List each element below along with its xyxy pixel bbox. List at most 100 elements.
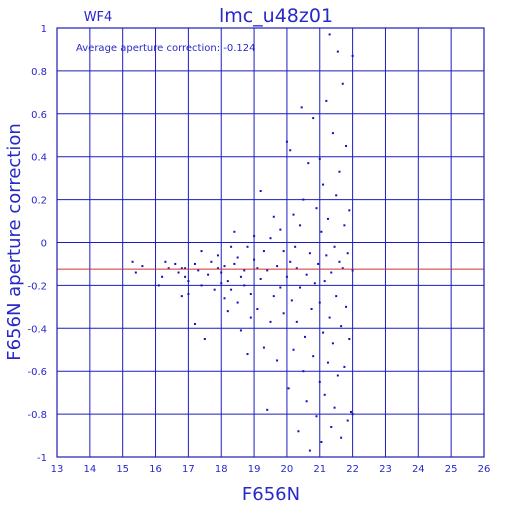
data-point bbox=[326, 361, 329, 364]
data-point bbox=[322, 331, 325, 334]
data-point bbox=[276, 265, 279, 268]
data-point bbox=[282, 250, 285, 253]
data-point bbox=[302, 198, 305, 201]
y-tick-label: -0.8 bbox=[27, 410, 47, 421]
data-point bbox=[351, 54, 354, 57]
data-point bbox=[167, 267, 170, 270]
corner-label: WF4 bbox=[84, 10, 113, 25]
data-point bbox=[289, 260, 292, 263]
data-point bbox=[226, 280, 229, 283]
data-point bbox=[184, 267, 187, 270]
data-point bbox=[223, 297, 226, 300]
data-point bbox=[305, 400, 308, 403]
data-point bbox=[346, 419, 349, 422]
data-point bbox=[338, 170, 341, 173]
data-point bbox=[335, 295, 338, 298]
data-point bbox=[157, 284, 160, 287]
data-point bbox=[203, 338, 206, 341]
data-point bbox=[320, 440, 323, 443]
data-point bbox=[318, 157, 321, 160]
data-point bbox=[318, 301, 321, 304]
data-point bbox=[230, 245, 233, 248]
data-point bbox=[333, 406, 336, 409]
data-point bbox=[307, 162, 310, 165]
data-point bbox=[292, 348, 295, 351]
data-point bbox=[256, 267, 259, 270]
data-point bbox=[340, 436, 343, 439]
data-point bbox=[253, 258, 256, 261]
y-tick-labels: -1 -0.8 -0.6 -0.4 -0.2 0 0.2 0.4 0.6 0.8 1 bbox=[27, 24, 47, 464]
data-point bbox=[310, 307, 313, 310]
data-point bbox=[326, 217, 329, 220]
data-point bbox=[292, 213, 295, 216]
y-tick-label: -0.4 bbox=[27, 324, 47, 335]
data-point bbox=[216, 267, 219, 270]
data-point bbox=[330, 425, 333, 428]
data-point bbox=[336, 50, 339, 53]
data-point bbox=[308, 449, 311, 452]
x-tick-label: 17 bbox=[182, 464, 195, 475]
data-points bbox=[131, 33, 354, 452]
data-point bbox=[315, 207, 318, 210]
data-point bbox=[328, 33, 331, 36]
data-point bbox=[299, 224, 302, 227]
data-point bbox=[259, 190, 262, 193]
data-point bbox=[210, 260, 213, 263]
data-point bbox=[266, 408, 269, 411]
x-tick-label: 16 bbox=[149, 464, 162, 475]
data-point bbox=[213, 288, 216, 291]
y-tick-label: 1 bbox=[41, 24, 47, 35]
data-point bbox=[302, 370, 305, 373]
data-point bbox=[230, 288, 233, 291]
data-point bbox=[343, 224, 346, 227]
y-tick-label: 0.6 bbox=[31, 110, 47, 121]
x-tick-label: 22 bbox=[346, 464, 359, 475]
data-point bbox=[216, 254, 219, 257]
data-point bbox=[308, 252, 311, 255]
data-point bbox=[322, 183, 325, 186]
data-point bbox=[345, 305, 348, 308]
data-point bbox=[300, 106, 303, 109]
data-point bbox=[161, 275, 164, 278]
data-point bbox=[220, 282, 223, 285]
y-tick-label: 0.4 bbox=[31, 153, 47, 164]
data-point bbox=[348, 209, 351, 212]
x-tick-label: 13 bbox=[51, 464, 64, 475]
data-point bbox=[282, 312, 285, 315]
data-point bbox=[193, 262, 196, 265]
data-point bbox=[325, 254, 328, 257]
data-point bbox=[187, 292, 190, 295]
data-point bbox=[335, 194, 338, 197]
data-point bbox=[279, 228, 282, 231]
y-tick-label: -0.2 bbox=[27, 281, 47, 292]
data-point bbox=[317, 262, 320, 265]
data-point bbox=[295, 320, 298, 323]
data-point bbox=[253, 235, 256, 238]
y-axis-label: F656N aperture correction bbox=[4, 123, 25, 361]
data-point bbox=[315, 415, 318, 418]
x-tick-labels: 13 14 15 16 17 18 19 20 21 22 23 24 25 26 bbox=[51, 464, 491, 475]
data-point bbox=[180, 295, 183, 298]
data-point bbox=[348, 338, 351, 341]
data-point bbox=[305, 273, 308, 276]
data-point bbox=[313, 282, 316, 285]
data-point bbox=[346, 252, 349, 255]
data-point bbox=[294, 245, 297, 248]
data-point bbox=[330, 271, 333, 274]
x-tick-label: 20 bbox=[281, 464, 294, 475]
data-point bbox=[266, 269, 269, 272]
data-point bbox=[295, 267, 298, 270]
data-point bbox=[351, 269, 354, 272]
data-point bbox=[180, 267, 183, 270]
y-tick-label: 0.8 bbox=[31, 67, 47, 78]
data-point bbox=[131, 260, 134, 263]
plot-frame bbox=[56, 27, 485, 458]
data-point bbox=[177, 271, 180, 274]
data-point bbox=[340, 325, 343, 328]
data-point bbox=[318, 380, 321, 383]
x-tick-label: 15 bbox=[116, 464, 129, 475]
data-point bbox=[164, 260, 167, 263]
annotation-text: Average aperture correction: -0.124 bbox=[76, 43, 256, 54]
data-point bbox=[233, 230, 236, 233]
